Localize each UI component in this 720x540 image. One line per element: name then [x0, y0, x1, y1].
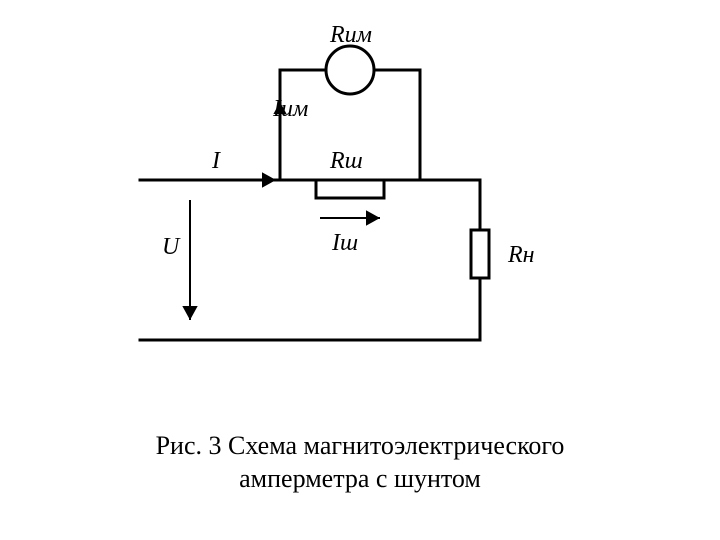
- label-I: I: [212, 148, 220, 175]
- label-U: U: [162, 234, 179, 261]
- caption-line-2: амперметра с шунтом: [239, 464, 481, 493]
- figure-caption: Рис. 3 Схема магнитоэлектрического ампер…: [0, 430, 720, 495]
- label-I-im: Iим: [273, 96, 308, 123]
- label-R-n: Rн: [508, 242, 535, 269]
- label-R-sh: Rш: [330, 148, 363, 175]
- label-I-sh: Iш: [332, 230, 358, 257]
- label-R-im: Rим: [330, 22, 372, 49]
- circuit-diagram: [0, 0, 720, 400]
- caption-line-1: Рис. 3 Схема магнитоэлектрического: [156, 431, 565, 460]
